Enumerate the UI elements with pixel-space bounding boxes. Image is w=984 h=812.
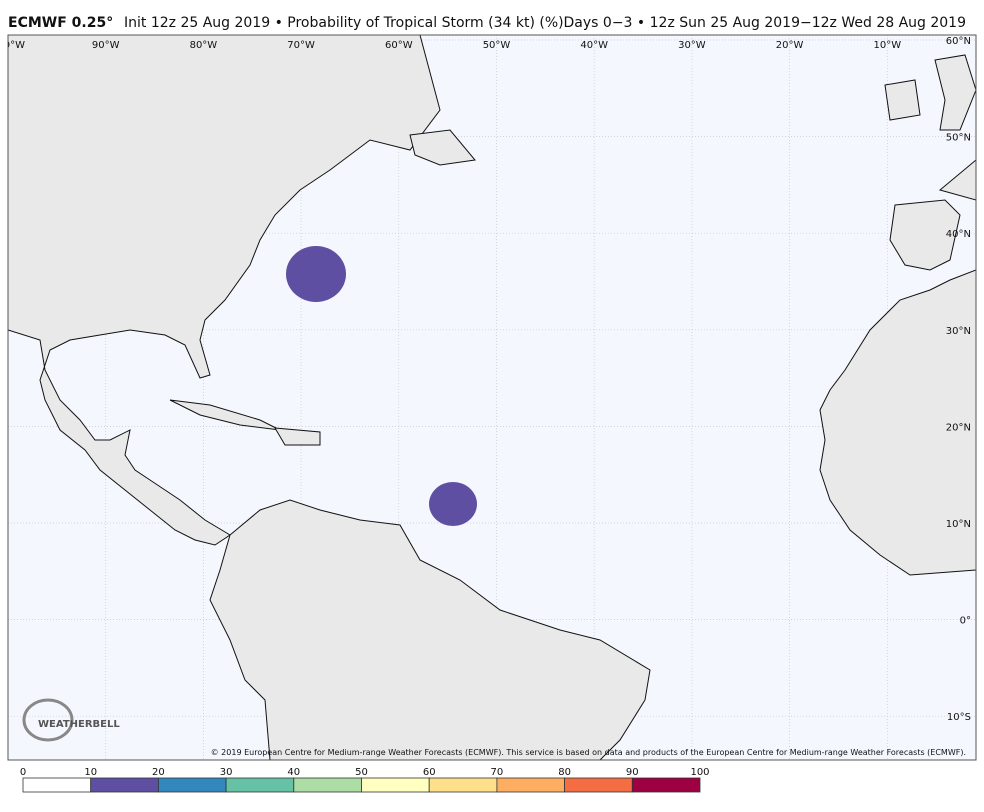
- great-britain: [934, 54, 976, 131]
- lat-label: 10°N: [946, 519, 971, 530]
- lat-label: 10°S: [947, 712, 971, 723]
- colorbar-tick-label: 10: [84, 767, 97, 778]
- colorbar-tick-label: 20: [152, 767, 165, 778]
- map-area: 100°W 90°W 80°W 70°W 60°W 50°W 40°W 30°W 20°W 10°…: [0, 35, 976, 760]
- iberia: [889, 199, 961, 271]
- lon-label: 50°W: [483, 40, 511, 51]
- lat-label: 30°N: [946, 326, 971, 337]
- valid-time: Days 0−3 • 12z Sun 25 Aug 2019−12z Wed 2…: [564, 15, 966, 31]
- france: [938, 159, 976, 201]
- hispaniola: [274, 427, 321, 446]
- probability-area: [429, 482, 477, 526]
- probability-area: [286, 246, 346, 302]
- lat-label: 60°N: [946, 36, 971, 47]
- logo-mark: [22, 698, 74, 742]
- colorbar-bin: [631, 777, 701, 793]
- lon-label: 40°W: [580, 40, 608, 51]
- lon-label: 80°W: [190, 40, 218, 51]
- colorbar-tick-label: 100: [690, 767, 709, 778]
- model-title: ECMWF 0.25°: [8, 15, 113, 31]
- logo-text: WEATHERBELL: [38, 719, 120, 730]
- colorbar-bin: [157, 777, 227, 793]
- lon-label: 100°W: [0, 40, 25, 51]
- colorbar-bin: [496, 777, 565, 793]
- lon-label: 30°W: [678, 40, 706, 51]
- colorbar-tick-label: 30: [220, 767, 233, 778]
- colorbar-tick-label: 90: [626, 767, 639, 778]
- colorbar-bin: [361, 777, 430, 793]
- description: Init 12z 25 Aug 2019 • Probability of Tr…: [124, 15, 564, 31]
- lat-label: 0°: [960, 616, 971, 627]
- lon-label: 20°W: [776, 40, 804, 51]
- lon-label: 70°W: [287, 40, 315, 51]
- colorbar-tick-label: 80: [558, 767, 571, 778]
- copyright: © 2019 European Centre for Medium-range …: [211, 748, 966, 757]
- colorbar-tick-label: 60: [423, 767, 436, 778]
- colorbar-tick-label: 50: [355, 767, 368, 778]
- graticule-labels: 100°W 90°W 80°W 70°W 60°W 50°W 40°W 30°W 20°W 10°…: [0, 36, 971, 723]
- lat-label: 20°N: [946, 422, 971, 433]
- lon-label: 10°W: [873, 40, 901, 51]
- colorbar-tick-label: 40: [287, 767, 300, 778]
- lat-label: 40°N: [946, 229, 971, 240]
- lon-label: 60°W: [385, 40, 413, 51]
- colorbar-bin: [428, 777, 498, 793]
- map-frame: [7, 34, 977, 761]
- south-america: [209, 499, 651, 760]
- africa: [819, 269, 976, 576]
- colorbar-tick-label: 0: [20, 767, 26, 778]
- ireland: [884, 79, 921, 121]
- lon-label: 90°W: [92, 40, 120, 51]
- colorbar-bin: [90, 777, 159, 793]
- lat-label: 50°N: [946, 133, 971, 144]
- colorbar-tick-label: 70: [491, 767, 504, 778]
- colorbar-bin: [564, 777, 633, 793]
- colorbar-bin: [293, 777, 362, 793]
- newfoundland: [409, 129, 476, 166]
- colorbar-bin: [22, 777, 92, 793]
- colorbar-bin: [225, 777, 295, 793]
- north-america: [8, 35, 441, 546]
- colorbar: 0 10 20 30 40 50 60 70 80 90 100: [20, 767, 710, 793]
